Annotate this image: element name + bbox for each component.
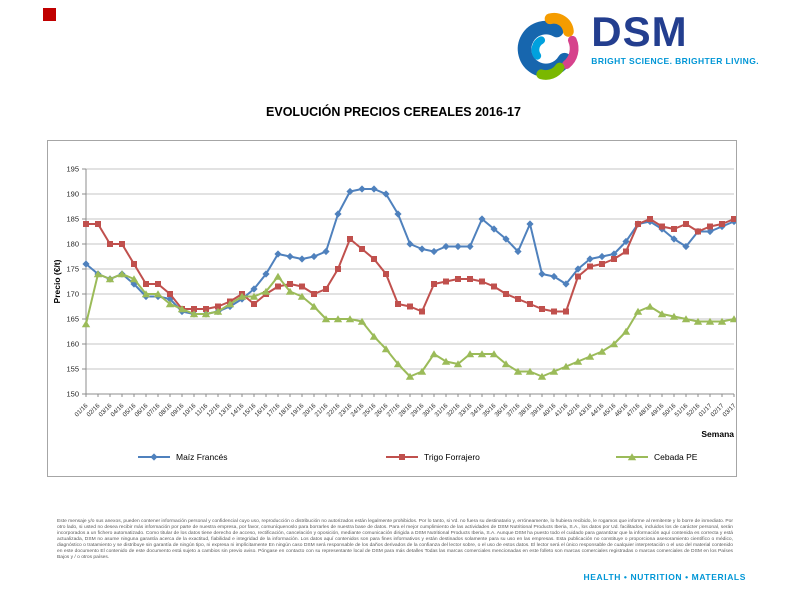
y-axis: 150 155 160 165 170 175 180 185 190 195	[66, 165, 87, 399]
dsm-logo: DSM BRIGHT SCIENCE. BRIGHTER LIVING.	[511, 10, 759, 88]
chart-legend: Maíz Francés Trigo Forrajero Cebada PE	[138, 452, 698, 462]
series-ma-z-franc-s	[82, 185, 736, 318]
svg-text:165: 165	[66, 315, 79, 324]
svg-text:Cebada PE: Cebada PE	[654, 452, 698, 462]
svg-text:03/17: 03/17	[722, 402, 736, 418]
dsm-tagline: BRIGHT SCIENCE. BRIGHTER LIVING.	[591, 56, 759, 66]
svg-text:175: 175	[66, 265, 79, 274]
svg-text:185: 185	[66, 215, 79, 224]
chart-canvas: 150 155 160 165 170 175 180 185 190 195 01/1602/16…	[52, 165, 736, 462]
svg-text:180: 180	[66, 240, 79, 249]
svg-text:195: 195	[66, 165, 79, 174]
legend-item-trigo-forrajero: Trigo Forrajero	[386, 452, 480, 462]
price-evolution-chart: 150 155 160 165 170 175 180 185 190 195 01/16 02/16…	[47, 140, 737, 477]
brand-tagline: HEALTH • NUTRITION • MATERIALS	[583, 572, 746, 582]
svg-text:155: 155	[66, 365, 79, 374]
series-trigo-forrajero	[83, 216, 736, 315]
dsm-swirl-icon	[518, 12, 579, 80]
svg-text:190: 190	[66, 190, 79, 199]
svg-text:Maíz Francés: Maíz Francés	[176, 452, 228, 462]
legend-item-ma-z-franc-s: Maíz Francés	[138, 452, 228, 462]
dsm-logo-text: DSM BRIGHT SCIENCE. BRIGHTER LIVING.	[591, 8, 759, 67]
svg-text:160: 160	[66, 340, 79, 349]
legal-disclaimer: Este mensaje y/o sus anexos, pueden cont…	[57, 519, 733, 560]
dsm-wordmark: DSM	[591, 8, 688, 55]
plot-series	[81, 185, 736, 380]
svg-text:150: 150	[66, 390, 79, 399]
x-axis-title: Semana	[701, 429, 734, 439]
y-axis-title: Precio (€/t)	[52, 259, 62, 303]
legend-item-cebada-pe: Cebada PE	[616, 452, 698, 462]
series-cebada-pe	[81, 270, 736, 380]
x-axis: 01/1602/1603/1604/1605/1606/1607/1608/16…	[74, 393, 736, 418]
red-square-marker	[43, 8, 56, 21]
chart-title: EVOLUCIÓN PRECIOS CEREALES 2016-17	[266, 105, 521, 119]
svg-text:170: 170	[66, 290, 79, 299]
gridlines	[86, 168, 734, 370]
svg-text:Trigo Forrajero: Trigo Forrajero	[424, 452, 480, 462]
